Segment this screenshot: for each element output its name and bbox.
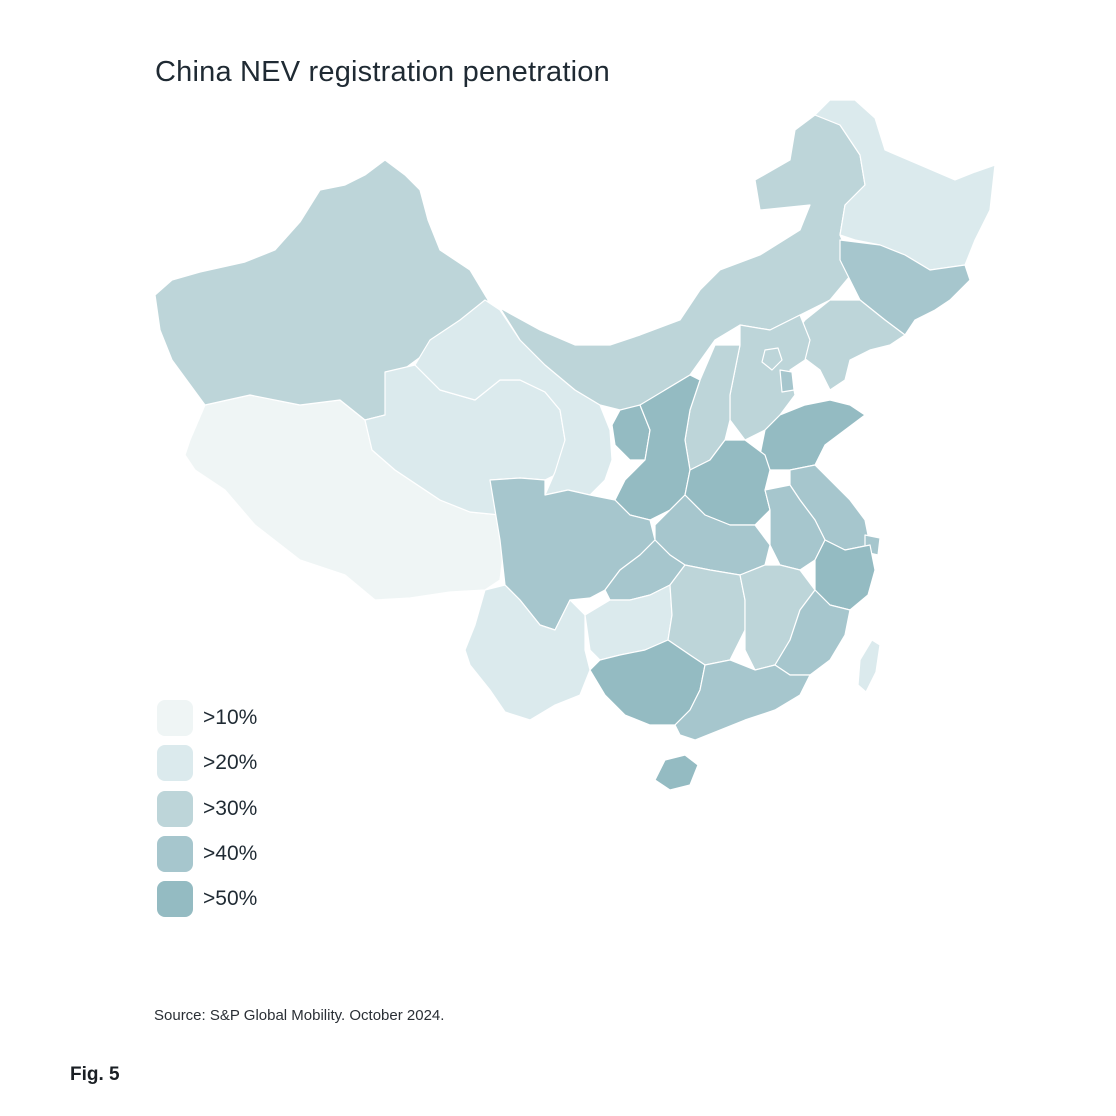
legend-label: >40% xyxy=(203,841,258,865)
legend-item-40: >40% xyxy=(157,835,258,872)
region-taiwan xyxy=(857,639,881,693)
figure-label: Fig. 5 xyxy=(70,1064,120,1085)
legend-swatch xyxy=(157,835,193,872)
legend-swatch xyxy=(157,745,193,782)
legend-swatch xyxy=(157,700,193,736)
legend-item-50: >50% xyxy=(157,881,258,918)
legend-item-30: >30% xyxy=(157,790,258,827)
region-guangdong xyxy=(674,659,811,741)
legend: >10% >20% >30% >40% >50% xyxy=(157,700,257,926)
legend-item-20: >20% xyxy=(157,745,258,782)
legend-label: >10% xyxy=(203,706,258,729)
region-inner-mongolia xyxy=(499,114,866,411)
legend-item-10: >10% xyxy=(157,700,257,736)
map-title: China NEV registration penetration xyxy=(155,56,610,88)
region-yunnan xyxy=(464,584,591,721)
legend-swatch xyxy=(157,881,193,918)
region-hunan xyxy=(667,564,746,666)
source-note: Source: S&P Global Mobility. October 202… xyxy=(154,1007,445,1024)
legend-label: >20% xyxy=(203,751,258,775)
region-tianjin xyxy=(779,369,795,393)
legend-label: >30% xyxy=(203,796,258,820)
region-jilin xyxy=(839,239,971,336)
region-hainan xyxy=(654,754,699,791)
region-heilongjiang xyxy=(814,99,996,271)
region-fujian xyxy=(774,589,851,676)
legend-label: >50% xyxy=(203,887,258,911)
legend-swatch xyxy=(157,790,193,827)
region-beijing xyxy=(761,347,783,371)
